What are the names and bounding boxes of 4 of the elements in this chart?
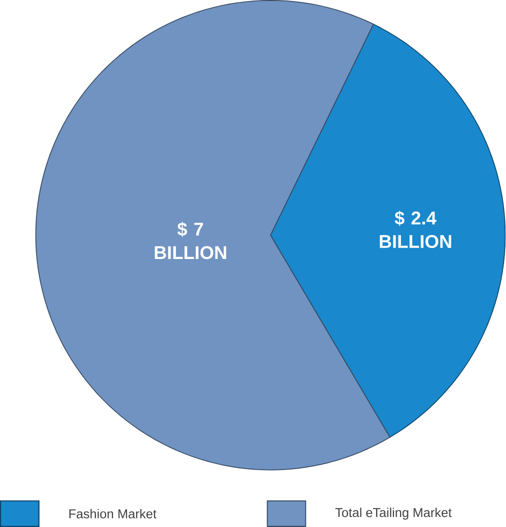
data-label: $ 2.4 BILLION [380,210,452,248]
text: $ 7 BILLION [155,222,226,260]
legend-label: Total eTailing Market [336,508,452,520]
legend-label: Fashion Market [70,508,157,518]
